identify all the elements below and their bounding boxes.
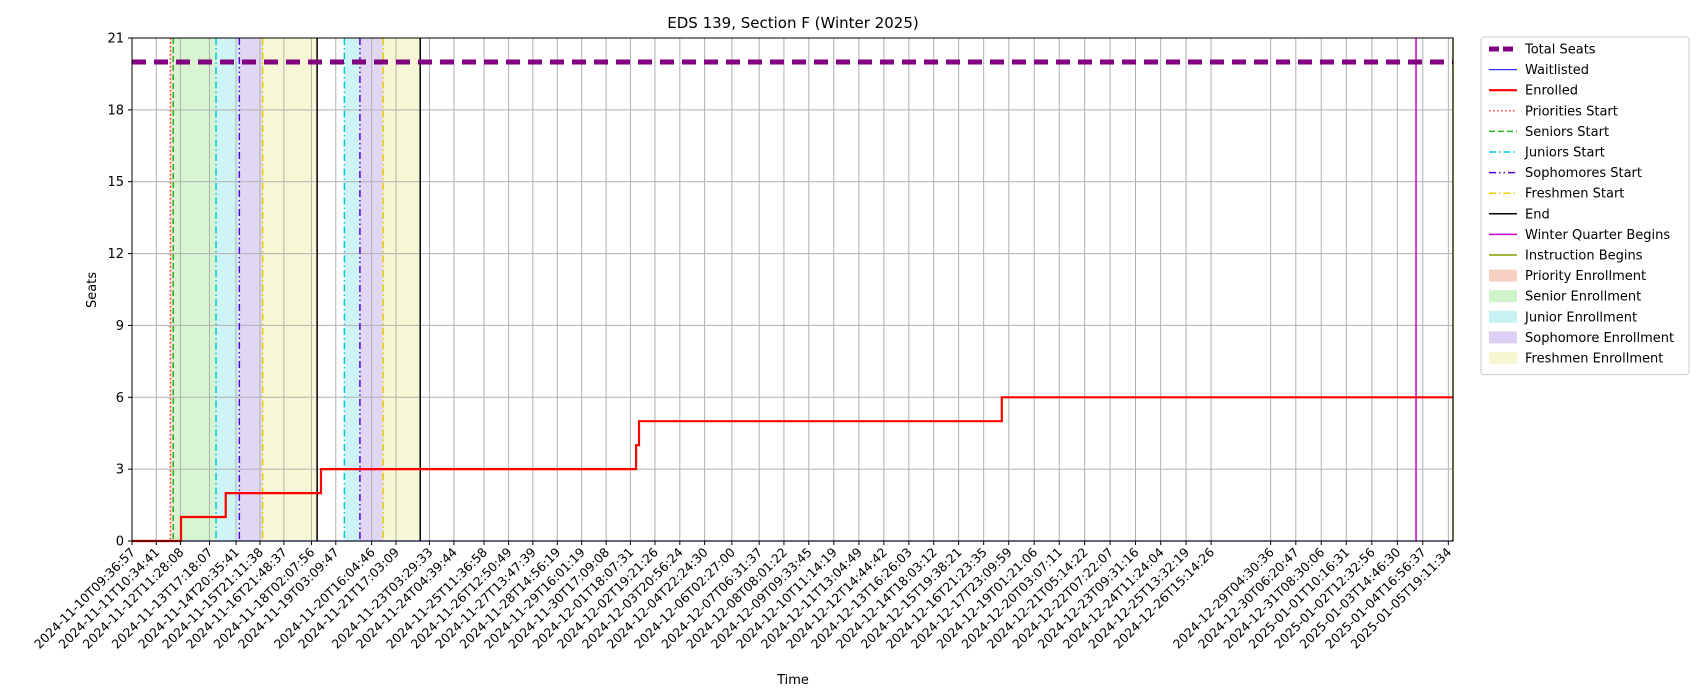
legend-label-priority-enrollment: Priority Enrollment [1525,269,1646,284]
y-tick-label: 0 [116,535,124,550]
y-tick-label: 18 [107,103,124,118]
legend-label-senior-enrollment: Senior Enrollment [1525,290,1641,305]
legend-label-freshmen-start: Freshmen Start [1525,187,1624,202]
grid-lines [131,37,1453,542]
series-enrolled [132,396,1453,543]
legend-label-freshmen-enrollment: Freshmen Enrollment [1525,352,1663,367]
legend-label-seniors-start: Seniors Start [1525,125,1609,140]
period-priority-enrollment [170,38,174,541]
legend-swatch-priority-enrollment [1489,269,1517,282]
period-freshmen-enrollment [383,38,421,541]
legend-swatch-sophomore-enrollment [1489,331,1517,344]
plot-frame [131,37,1454,542]
legend-box [1480,36,1690,376]
y-axis-ticks: 0 3 6 9 12 15 18 21 [107,32,132,550]
period-sophomore-enrollment [239,38,263,541]
legend-label-sophomore-enrollment: Sophomore Enrollment [1525,331,1674,346]
legend-swatch-freshmen-enrollment [1489,352,1517,364]
x-axis-label: Time [776,673,809,688]
legend-label-sophomores-start: Sophomores Start [1525,166,1642,181]
legend-label-end: End [1525,207,1550,222]
period-junior-enrollment [216,38,240,541]
legend-label-total-seats: Total Seats [1524,43,1596,58]
y-tick-label: 3 [116,463,124,478]
legend-label-instruction-begins: Instruction Begins [1525,249,1643,264]
y-tick-label: 21 [107,32,124,47]
legend-swatch-junior-enrollment [1489,310,1517,323]
legend-label-junior-enrollment: Junior Enrollment [1524,310,1637,325]
y-tick-label: 6 [116,391,124,406]
legend: Total Seats Waitlisted Enrolled Priorities … [1480,36,1690,376]
legend-label-enrolled: Enrolled [1525,84,1578,99]
legend-swatch-senior-enrollment [1489,290,1517,303]
y-axis-label: Seats [85,272,100,308]
legend-label-winter-quarter-begins: Winter Quarter Begins [1525,228,1670,243]
period-freshmen-enrollment [262,38,318,541]
x-axis-ticks: 2024-11-10T09:36:572024-11-11T10:34:4120… [31,541,1454,652]
legend-label-juniors-start: Juniors Start [1524,146,1605,161]
y-tick-label: 12 [107,247,124,262]
period-junior-enrollment [344,38,360,541]
enrollment-periods [170,38,421,541]
legend-label-waitlisted: Waitlisted [1525,63,1589,78]
chart-title: EDS 139, Section F (Winter 2025) [667,14,918,32]
y-tick-label: 15 [107,175,124,190]
y-tick-label: 9 [116,319,124,334]
legend-label-priorities-start: Priorities Start [1525,104,1618,119]
